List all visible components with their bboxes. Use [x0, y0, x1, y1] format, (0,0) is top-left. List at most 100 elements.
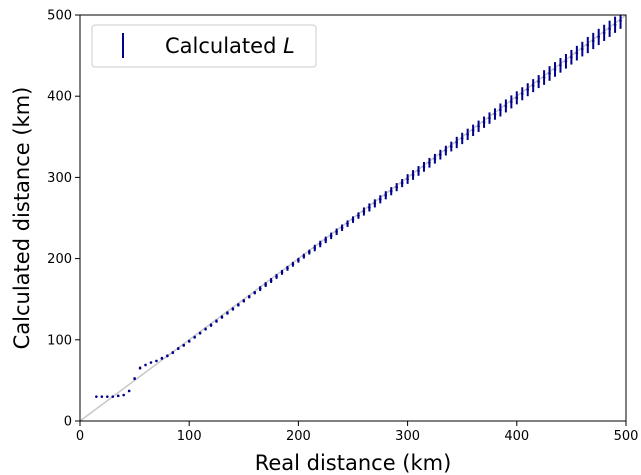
data-point [209, 323, 213, 327]
data-point [280, 271, 284, 274]
data-point [373, 202, 377, 205]
data-point [242, 299, 246, 303]
data-point [542, 76, 546, 79]
data-point [379, 198, 382, 201]
data-point [428, 161, 431, 165]
plot-area [79, 14, 627, 422]
data-point [444, 149, 448, 152]
data-point [286, 267, 289, 270]
data-point [95, 395, 98, 398]
y-tick-label: 0 [64, 415, 72, 430]
data-point [591, 39, 595, 43]
data-point [253, 291, 257, 295]
x-axis-ticks: 0 100 200 300 400 500 [76, 421, 639, 444]
data-point [602, 31, 606, 35]
data-point [231, 307, 235, 311]
data-point [204, 327, 207, 331]
data-point [548, 72, 551, 75]
data-point [384, 193, 388, 197]
data-point [106, 395, 109, 398]
data-point [346, 222, 349, 225]
data-point [510, 100, 513, 104]
y-tick-label: 200 [47, 252, 72, 267]
data-point [111, 395, 115, 398]
error-bars-group [95, 15, 622, 397]
legend-label-symbol: L [283, 34, 295, 58]
data-point [160, 357, 164, 360]
data-point [340, 226, 344, 230]
data-point [362, 210, 366, 213]
data-point [318, 242, 322, 246]
y-tick-label: 400 [47, 90, 72, 105]
data-point [215, 319, 218, 323]
data-point [586, 43, 590, 47]
data-point [133, 377, 136, 381]
data-point [411, 173, 415, 177]
x-axis-label: Real distance (km) [255, 451, 452, 475]
data-point [493, 112, 497, 116]
data-point [537, 80, 540, 83]
data-point [477, 124, 480, 128]
data-point [406, 177, 409, 181]
y-tick-label: 100 [47, 333, 72, 348]
data-point [619, 19, 622, 22]
data-point [237, 303, 240, 307]
data-point [308, 250, 311, 254]
data-point [100, 395, 104, 398]
data-point [559, 64, 562, 67]
data-point [570, 55, 573, 59]
data-point [258, 287, 262, 290]
data-point [357, 214, 360, 217]
y-axis-ticks: 0 100 200 300 400 500 [47, 9, 80, 430]
data-point [471, 129, 475, 132]
data-point [302, 254, 306, 258]
data-point [504, 104, 508, 108]
data-point [499, 108, 502, 112]
data-point [176, 347, 180, 351]
data-point [466, 133, 469, 136]
data-point [613, 23, 617, 27]
data-point [198, 332, 202, 335]
data-point [564, 59, 568, 63]
data-point [144, 363, 147, 367]
x-tick-label: 400 [504, 429, 529, 444]
data-point [368, 206, 371, 209]
data-point [526, 88, 530, 92]
data-point [417, 169, 420, 173]
data-point [269, 279, 273, 282]
data-point [515, 96, 519, 100]
data-point [520, 92, 524, 96]
y-tick-label: 300 [47, 171, 72, 186]
data-point [460, 137, 464, 140]
data-point [122, 393, 125, 397]
data-point [297, 258, 300, 262]
y-axis-label: Calculated distance (km) [10, 87, 34, 350]
legend-box [91, 24, 317, 68]
data-point [422, 165, 426, 169]
axes-frame [79, 14, 627, 422]
data-point [324, 238, 328, 242]
data-point [247, 295, 251, 299]
data-point [400, 181, 404, 185]
x-tick-label: 500 [614, 429, 639, 444]
data-point [264, 283, 267, 286]
data-point [149, 361, 153, 364]
data-point [597, 35, 600, 39]
data-point [291, 262, 295, 266]
legend-label: Calculated L [165, 34, 295, 58]
data-point [553, 68, 557, 71]
data-point [220, 315, 224, 319]
data-point [575, 51, 579, 55]
x-tick-label: 300 [395, 429, 420, 444]
data-point [389, 189, 393, 193]
data-point [275, 275, 278, 278]
legend-label-prefix: Calculated [165, 34, 283, 58]
data-point [395, 185, 398, 189]
data-point [127, 389, 131, 393]
data-point [455, 141, 459, 144]
data-point [226, 311, 229, 315]
data-point [138, 366, 142, 370]
data-point [439, 153, 442, 156]
x-tick-label: 100 [177, 429, 202, 444]
